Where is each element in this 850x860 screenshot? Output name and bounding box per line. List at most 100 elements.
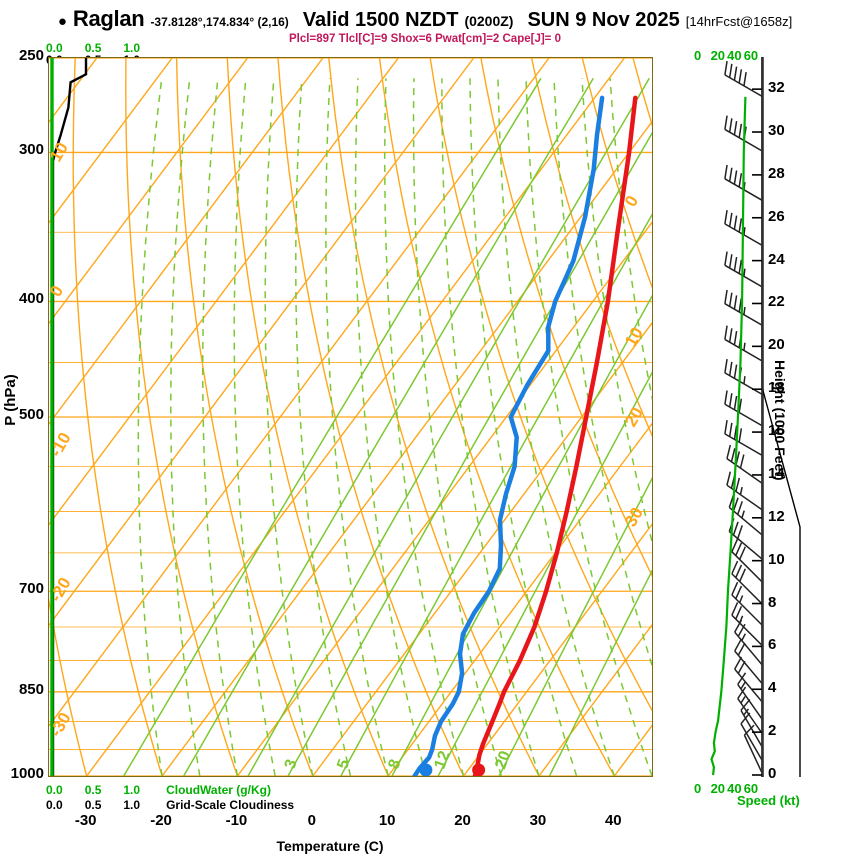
temperature-tick: 0 (307, 812, 316, 829)
surface-temperature (472, 763, 486, 776)
height-tick: 2 (768, 722, 777, 740)
height-speed-svg (710, 57, 801, 777)
speed-tick: 20 (710, 781, 726, 796)
wind-barb (724, 289, 764, 327)
top-cloudwater-tick-1: 0.5 (84, 41, 102, 55)
height-speed-panel (700, 57, 815, 777)
isobar-lines (49, 58, 652, 776)
wind-barb (731, 560, 764, 606)
header: ● Raglan -37.8128°,174.834° (2,16) Valid… (0, 6, 850, 32)
wind-speed-profile (710, 96, 747, 776)
bottom-cloudiness-tick-2: 1.0 (123, 798, 141, 812)
temperature-axis-label: Temperature (C) (276, 838, 384, 854)
wind-barb (734, 656, 764, 704)
wind-barb (740, 712, 764, 763)
temperature-tick: -20 (150, 812, 172, 829)
wind-barb (731, 581, 764, 627)
height-tick: 16 (768, 422, 785, 440)
height-tick: 28 (768, 164, 785, 182)
station-coordinates: -37.8128°,174.834° (2,16) (150, 15, 289, 29)
bottom-cloudwater-tick-1: 0.5 (84, 783, 102, 797)
valid-time-zulu: (0200Z) (464, 13, 514, 29)
temperature-tick: 20 (454, 812, 471, 829)
pressure-tick: 300 (18, 141, 44, 159)
temperature-tick: 30 (529, 812, 547, 829)
wind-barb (724, 390, 764, 427)
temperature-tick: 40 (604, 812, 622, 829)
station-marker-icon: ● (57, 13, 67, 30)
pressure-axis-label: P (hPa) (2, 374, 19, 426)
mixing-ratio-label: 12 (431, 749, 453, 772)
height-tick: 32 (768, 79, 785, 97)
surface-markers (419, 763, 486, 776)
wind-barb (724, 358, 764, 396)
wind-barb (731, 538, 764, 584)
bottom-cloudiness-tick-1: 0.5 (84, 798, 102, 812)
pressure-tick: 700 (18, 580, 44, 598)
height-tick: 4 (768, 679, 777, 697)
bottom-cloudwater-label: CloudWater (g/Kg) (166, 783, 271, 797)
speed-tick: 0 (694, 48, 702, 63)
height-tick: 22 (768, 293, 785, 311)
sounding-parameters: Plcl=897 Tlcl[C]=9 Shox=6 Pwat[cm]=2 Cap… (289, 33, 561, 45)
temperature-trace (472, 95, 638, 776)
wind-barb (724, 60, 764, 98)
wind-barb (724, 419, 764, 457)
height-tick: 26 (768, 207, 785, 225)
height-tick: 24 (768, 250, 785, 268)
pressure-tick: 500 (18, 406, 44, 423)
station-name: Raglan (72, 6, 145, 31)
valid-time: Valid 1500 NZDT (302, 9, 459, 31)
wind-barb-svg (724, 57, 764, 777)
skewt-plot-area[interactable]: 3 5 8 12 20 10 0 -10 -20 -30 0 10 20 30 (48, 57, 653, 777)
pressure-tick: 400 (18, 290, 44, 308)
wind-barb (734, 619, 764, 667)
speed-tick: 20 (710, 48, 726, 63)
speed-tick: 0 (694, 781, 702, 796)
valid-date: SUN 9 Nov 2025 (527, 9, 680, 31)
dry-adiabat-lines (49, 58, 652, 776)
bottom-cloudwater-legend: 0.0 0.5 1.0 CloudWater (g/Kg) (46, 783, 271, 797)
speed-axis-label: Speed (kt) (737, 793, 800, 808)
pressure-tick: 850 (18, 680, 44, 698)
bottom-cloudiness-label: Grid-Scale Cloudiness (166, 798, 295, 812)
wind-barbs (724, 60, 764, 776)
height-tick: 12 (768, 507, 785, 525)
isotherm-label: 30 (621, 504, 647, 530)
speed-tick: 60 (743, 48, 759, 63)
top-cloudwater-tick-0: 0.0 (46, 41, 63, 55)
bottom-cloudwater-tick-0: 0.0 (46, 783, 63, 797)
wind-barb (740, 699, 764, 749)
moist-adiabat-lines (137, 78, 652, 776)
wind-barb (737, 672, 764, 721)
wind-barb (743, 724, 764, 776)
height-tick: 8 (768, 593, 777, 611)
forecast-stamp: [14hrFcst@1658z] (685, 14, 793, 29)
height-tick: 10 (768, 550, 785, 568)
height-tick: 30 (768, 122, 785, 139)
isotherm-label: 10 (49, 139, 72, 165)
top-cloudwater-tick-2: 1.0 (123, 41, 141, 55)
bottom-cloudiness-tick-0: 0.0 (46, 798, 63, 812)
mixing-ratio-label: 20 (492, 749, 514, 772)
wind-barb-panel[interactable] (655, 57, 775, 777)
wind-barb (724, 209, 764, 247)
speed-tick: 40 (727, 48, 742, 63)
dewpoint-trace (412, 95, 605, 776)
wind-barb (726, 444, 764, 485)
temperature-tick: -30 (74, 812, 97, 829)
surface-dewpoint (419, 763, 433, 776)
mixing-ratio-lines (123, 77, 652, 776)
wind-barb (737, 686, 764, 736)
bottom-cloudwater-tick-2: 1.0 (123, 783, 141, 797)
height-tick-marks (752, 88, 762, 776)
pressure-tick: 250 (18, 47, 44, 64)
bottom-cloudiness-legend: 0.0 0.5 1.0 Grid-Scale Cloudiness (46, 798, 294, 812)
speed-tick: 40 (727, 781, 742, 796)
top-cloudwater-scale: 0.0 0.5 1.0 (46, 41, 166, 55)
height-tick: 14 (768, 464, 785, 482)
height-tick: 6 (768, 636, 777, 654)
pressure-tick: 1000 (10, 765, 44, 782)
speed-tick: 60 (743, 781, 759, 796)
